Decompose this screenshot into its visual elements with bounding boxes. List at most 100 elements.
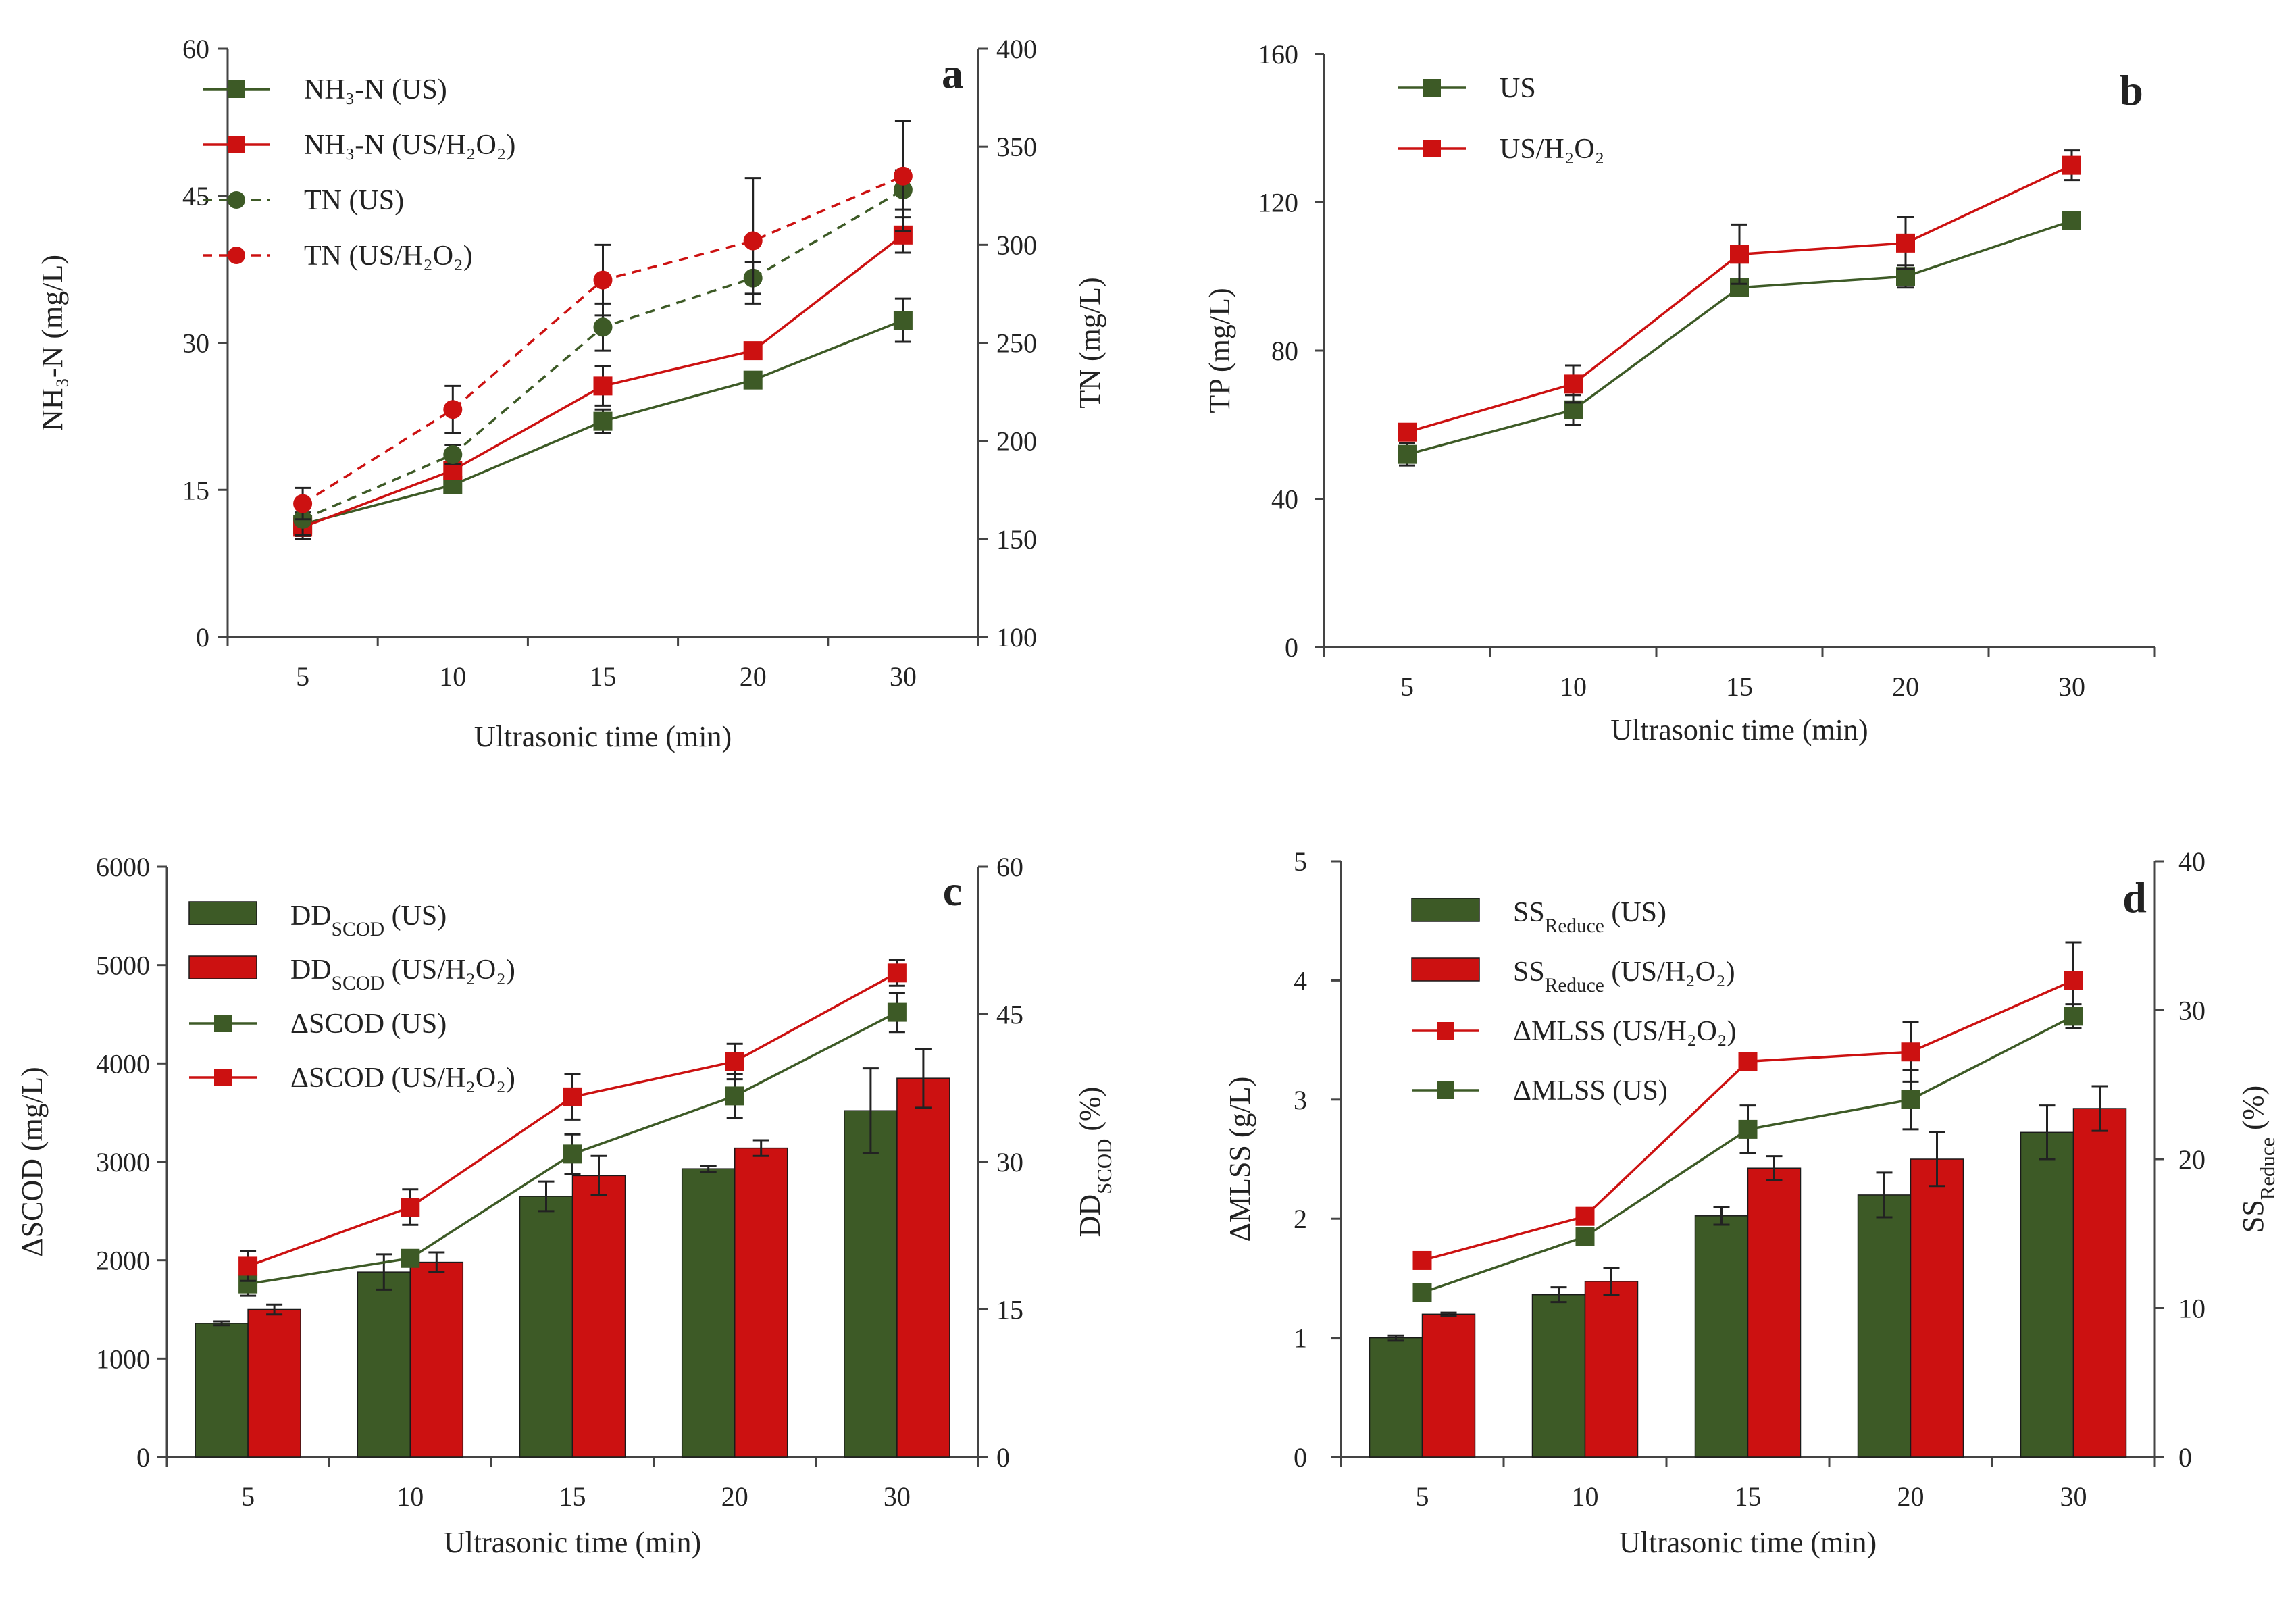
- legend-label: DDSCOD (US/H₂O₂): [290, 954, 515, 994]
- x-tick-label: 10: [1560, 671, 1587, 702]
- x-tick-label: 5: [1400, 671, 1414, 702]
- data-point: [1412, 1283, 1432, 1302]
- y-axis-title: TP (mg/L): [1203, 288, 1236, 413]
- y-tick-label: 30: [182, 328, 209, 359]
- data-point: [893, 311, 913, 330]
- bar: [1369, 1337, 1423, 1458]
- data-point: [725, 1086, 744, 1106]
- data-point: [887, 963, 907, 983]
- legend-swatch: [188, 955, 257, 979]
- y2-tick-label: 40: [2178, 846, 2205, 877]
- x-tick-label: 10: [397, 1481, 424, 1512]
- legend: US US/H₂O₂: [1398, 73, 1604, 165]
- data-point: [443, 444, 463, 464]
- data-point: [1896, 267, 1915, 286]
- bar: [2020, 1131, 2074, 1458]
- x-tick-label: 20: [740, 661, 767, 692]
- data-point: [2064, 1007, 2083, 1026]
- y-tick-label: 80: [1271, 336, 1298, 366]
- y-tick-label: 0: [136, 1442, 150, 1473]
- panel-label: c: [943, 867, 962, 915]
- y-tick-label: 15: [182, 475, 209, 505]
- y2-tick-label: 0: [2178, 1442, 2192, 1473]
- legend-swatch: [188, 901, 257, 925]
- data-point: [1398, 444, 1417, 464]
- data-point: [1901, 1090, 1920, 1109]
- y2-tick-label: 350: [996, 132, 1037, 162]
- legend-label: NH₃-N (US/H₂O₂): [304, 130, 515, 161]
- bar: [734, 1147, 788, 1458]
- y2-tick-label: 200: [996, 426, 1037, 457]
- y-tick-label: 1000: [96, 1344, 150, 1374]
- data-point: [1564, 400, 1583, 419]
- panel-c: 0 1000 2000 3000 4000 5000 6000 0 15 30 45 60 5 10 15 2…: [16, 852, 1116, 1559]
- x-tick-label: 15: [590, 661, 617, 692]
- data-point: [1738, 1119, 1758, 1139]
- y2-tick-label: 60: [996, 852, 1023, 882]
- data-point: [1738, 1052, 1758, 1071]
- data-point: [1901, 1042, 1920, 1062]
- y-tick-label: 160: [1258, 39, 1298, 70]
- bar: [409, 1261, 464, 1458]
- legend-label: TN (US/H₂O₂): [304, 240, 473, 272]
- data-point: [725, 1052, 744, 1071]
- data-point: [887, 1002, 907, 1022]
- y-tick-label: 2000: [96, 1246, 150, 1276]
- y2-tick-label: 45: [996, 1000, 1023, 1030]
- panel-label: a: [942, 49, 963, 97]
- legend-marker: [214, 1069, 232, 1086]
- bar: [571, 1175, 626, 1458]
- panel-label: d: [2122, 873, 2147, 921]
- y2-tick-label: 100: [996, 622, 1037, 653]
- data-point: [2062, 211, 2081, 230]
- x-tick-label: 5: [296, 661, 309, 692]
- data-point: [743, 231, 763, 251]
- legend: SSReduce (US) SSReduce (US/H₂O₂) ΔMLSS (US…: [1411, 897, 1737, 1106]
- data-point: [1575, 1227, 1595, 1246]
- series-line: [302, 188, 904, 521]
- bar: [247, 1308, 301, 1458]
- y-tick-label: 3: [1294, 1085, 1307, 1115]
- data-point: [401, 1198, 420, 1217]
- data-point: [2062, 155, 2081, 175]
- y2-axis-title: SSReduce (%): [2237, 1086, 2279, 1233]
- bar: [2072, 1108, 2127, 1458]
- y2-tick-label: 150: [996, 524, 1037, 555]
- data-point: [1412, 1250, 1432, 1270]
- legend-label: SSReduce (US/H₂O₂): [1513, 957, 1735, 996]
- legend-marker: [228, 247, 245, 264]
- legend-label: ΔSCOD (US): [290, 1009, 447, 1040]
- x-tick-label: 30: [884, 1481, 911, 1512]
- legend-label: US: [1500, 73, 1536, 104]
- legend-label: ΔMLSS (US): [1513, 1075, 1668, 1106]
- x-axis-title: Ultrasonic time (min): [474, 720, 732, 753]
- y2-tick-label: 20: [2178, 1144, 2205, 1175]
- panel-d: 0 1 2 3 4 5 0 10 20 30 40 5 10 15 20 30 Ultrasonic time …: [1223, 846, 2279, 1559]
- y-axis-title: NH₃-N (mg/L): [36, 255, 69, 431]
- data-point: [743, 370, 763, 390]
- x-tick-label: 10: [439, 661, 466, 692]
- y-tick-label: 5000: [96, 950, 150, 981]
- legend: NH₃-N (US) NH₃-N (US/H₂O₂) TN (US) TN (US/H…: [203, 74, 515, 272]
- legend-marker: [228, 191, 245, 209]
- legend: DDSCOD (US) DDSCOD (US/H₂O₂) ΔSCOD (US) ΔSC…: [188, 900, 515, 1094]
- y-tick-label: 3000: [96, 1147, 150, 1177]
- data-point: [238, 1256, 258, 1276]
- legend-marker: [1423, 140, 1441, 157]
- x-tick-label: 20: [721, 1481, 748, 1512]
- x-tick-label: 10: [1572, 1481, 1599, 1512]
- legend-marker: [1423, 79, 1441, 97]
- bar: [681, 1168, 736, 1458]
- y-tick-label: 0: [1285, 632, 1298, 663]
- x-tick-label: 30: [2060, 1481, 2087, 1512]
- x-tick-label: 15: [1735, 1481, 1762, 1512]
- y2-tick-label: 30: [996, 1147, 1023, 1177]
- legend-swatch: [1411, 898, 1480, 922]
- data-point: [293, 494, 313, 513]
- data-point: [401, 1248, 420, 1268]
- data-point: [1730, 245, 1749, 264]
- y2-tick-label: 10: [2178, 1294, 2205, 1324]
- y-tick-label: 4: [1294, 965, 1307, 996]
- x-tick-label: 5: [241, 1481, 255, 1512]
